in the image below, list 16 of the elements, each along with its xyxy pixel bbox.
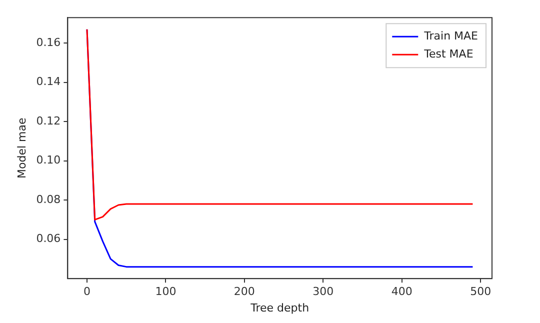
x-axis-title: Tree depth <box>250 301 310 314</box>
x-tick-label: 100 <box>155 285 176 298</box>
y-tick-label: 0.08 <box>36 192 61 206</box>
y-tick-label: 0.10 <box>36 154 61 167</box>
x-tick-label: 200 <box>234 285 255 298</box>
y-tick-label: 0.06 <box>36 232 61 246</box>
y-tick-label: 0.12 <box>36 114 61 128</box>
x-tick-label: 300 <box>312 285 334 298</box>
legend-label: Test MAE <box>423 47 474 60</box>
x-tick-label: 0 <box>83 285 90 298</box>
y-tick-label: 0.14 <box>36 75 61 88</box>
legend-label: Train MAE <box>423 29 478 42</box>
y-axis-title: Model mae <box>15 117 28 178</box>
x-tick-label: 400 <box>391 285 412 298</box>
x-tick-label: 500 <box>470 285 492 298</box>
y-tick-label: 0.16 <box>36 36 61 49</box>
